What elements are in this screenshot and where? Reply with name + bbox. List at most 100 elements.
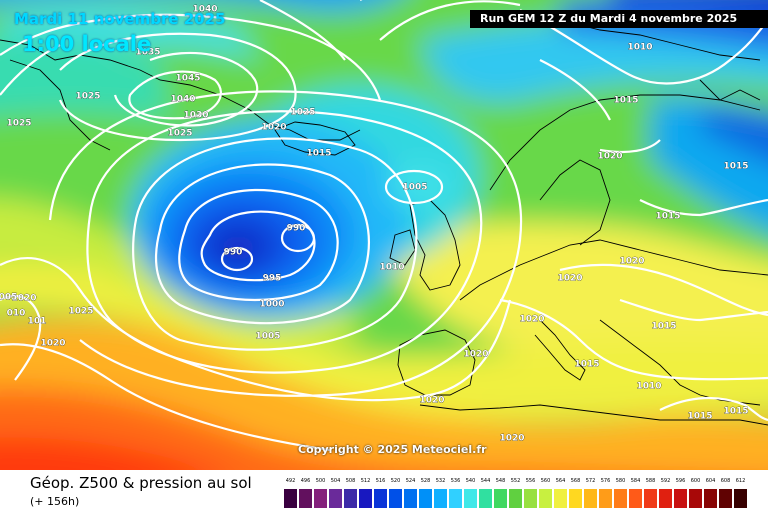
legend-swatch <box>419 489 432 508</box>
isobar-label: 1015 <box>723 407 748 417</box>
legend-tick-label: 496 <box>300 478 311 484</box>
legend-swatch <box>299 489 312 508</box>
isobar-label: 1025 <box>6 119 31 129</box>
legend-tick-label: 500 <box>315 478 326 484</box>
isobar-label: 1025 <box>167 129 192 139</box>
legend-tick-label: 516 <box>375 478 386 484</box>
isobar-label: 1005 <box>255 332 280 342</box>
legend-tick-label: 576 <box>600 478 611 484</box>
isobar-label: 1040 <box>170 95 195 105</box>
isobar-label: 1045 <box>175 74 200 84</box>
isobar-label: 1015 <box>655 212 680 222</box>
coastlines <box>0 19 768 426</box>
isobar-label: 1040 <box>192 5 217 15</box>
forecast-date: Mardi 11 novembre 2025 <box>14 10 226 28</box>
legend-tick-label: 568 <box>570 478 581 484</box>
legend-swatch <box>524 489 537 508</box>
legend-tick-label: 556 <box>525 478 536 484</box>
isobar-label: 1020 <box>597 152 622 162</box>
isobar-label: 1020 <box>261 123 286 133</box>
isobar-label: 1000 <box>259 300 284 310</box>
isobar-label: 1010 <box>627 43 652 53</box>
isobar-label: 1015 <box>687 412 712 422</box>
legend-swatch <box>644 489 657 508</box>
legend-tick-label: 560 <box>540 478 551 484</box>
scandinavia-coast <box>489 94 761 246</box>
isobar-label: 1020 <box>11 294 36 304</box>
isobar-label: 1015 <box>306 149 331 159</box>
isobar-label: 1025 <box>68 307 93 317</box>
legend-swatch <box>659 489 672 508</box>
legend-swatch <box>584 489 597 508</box>
isobar-label: 1020 <box>419 396 444 406</box>
isobar-label: 1020 <box>519 315 544 325</box>
isobar-label: 1020 <box>463 350 488 360</box>
legend-swatch <box>719 489 732 508</box>
isobar-label: 995 <box>263 274 282 284</box>
legend-swatch <box>389 489 402 508</box>
legend-swatch <box>479 489 492 508</box>
isobar-label: 1020 <box>557 274 582 284</box>
isobar-labels: 1040 1045 1040 1035 1030 1025 1025 1025 1025 1020… <box>0 4 749 444</box>
isobar-lines <box>0 0 768 450</box>
legend-swatch <box>509 489 522 508</box>
legend-tick-label: 512 <box>360 478 371 484</box>
legend-tick-label: 492 <box>285 478 296 484</box>
legend-tick-label: 592 <box>660 478 671 484</box>
legend-tick-label: 532 <box>435 478 446 484</box>
legend-swatch <box>374 489 387 508</box>
isobar-label: 1015 <box>723 162 748 172</box>
europe-coast <box>459 239 768 301</box>
legend-swatch <box>689 489 702 508</box>
color-scale-legend: 492 496 500 504 508 512 516 520 524 528 532 536 540 5… <box>284 478 752 510</box>
isobar-label: 1015 <box>613 96 638 106</box>
north-africa-coast <box>419 404 768 426</box>
legend-tick-label: 520 <box>390 478 401 484</box>
isobar-label: 005 <box>0 293 17 303</box>
isobar-label: 1010 <box>636 382 661 392</box>
isobar-label: 990 <box>224 248 243 258</box>
legend-tick-label: 572 <box>585 478 596 484</box>
legend-swatch <box>599 489 612 508</box>
legend-tick-label: 600 <box>690 478 701 484</box>
legend-tick-label: 608 <box>720 478 731 484</box>
legend-tick-label: 536 <box>450 478 461 484</box>
isobar-label: 1020 <box>619 257 644 267</box>
legend-swatch <box>704 489 717 508</box>
isobar-label: 990 <box>287 224 306 234</box>
legend-tick-label: 528 <box>420 478 431 484</box>
legend-tick-label: 548 <box>495 478 506 484</box>
model-run-banner: Run GEM 12 Z du Mardi 4 novembre 2025 <box>470 10 768 28</box>
isobar-label: 1010 <box>379 263 404 273</box>
forecast-hours: (+ 156h) <box>30 495 80 508</box>
greenland-coast <box>0 39 361 141</box>
legend-tick-label: 564 <box>555 478 566 484</box>
isobar-label: 1025 <box>290 108 315 118</box>
legend-tick-label: 580 <box>615 478 626 484</box>
isobar-label: 1030 <box>183 111 208 121</box>
map-footer: Géop. Z500 & pression au sol (+ 156h) 49… <box>0 470 768 512</box>
legend-swatch <box>464 489 477 508</box>
isobar-label: 1015 <box>651 322 676 332</box>
legend-swatch <box>614 489 627 508</box>
legend-swatch <box>674 489 687 508</box>
legend-tick-label: 584 <box>630 478 641 484</box>
iceland-coast <box>274 121 356 156</box>
legend-swatch <box>314 489 327 508</box>
legend-swatch <box>434 489 447 508</box>
isobar-label: 1025 <box>75 92 100 102</box>
legend-swatch <box>449 489 462 508</box>
legend-tick-label: 508 <box>345 478 356 484</box>
legend-tick-label: 504 <box>330 478 341 484</box>
italy-coast <box>534 319 586 381</box>
legend-tick-label: 552 <box>510 478 521 484</box>
legend-tick-label: 544 <box>480 478 491 484</box>
legend-tick-label: 540 <box>465 478 476 484</box>
legend-swatch <box>329 489 342 508</box>
legend-tick-label: 612 <box>735 478 746 484</box>
legend-swatch <box>554 489 567 508</box>
isobar-label: 1020 <box>40 339 65 349</box>
geopotential-pressure-map: 1040 1045 1040 1035 1030 1025 1025 1025 1025 1020… <box>0 0 768 470</box>
legend-tick-label: 604 <box>705 478 716 484</box>
